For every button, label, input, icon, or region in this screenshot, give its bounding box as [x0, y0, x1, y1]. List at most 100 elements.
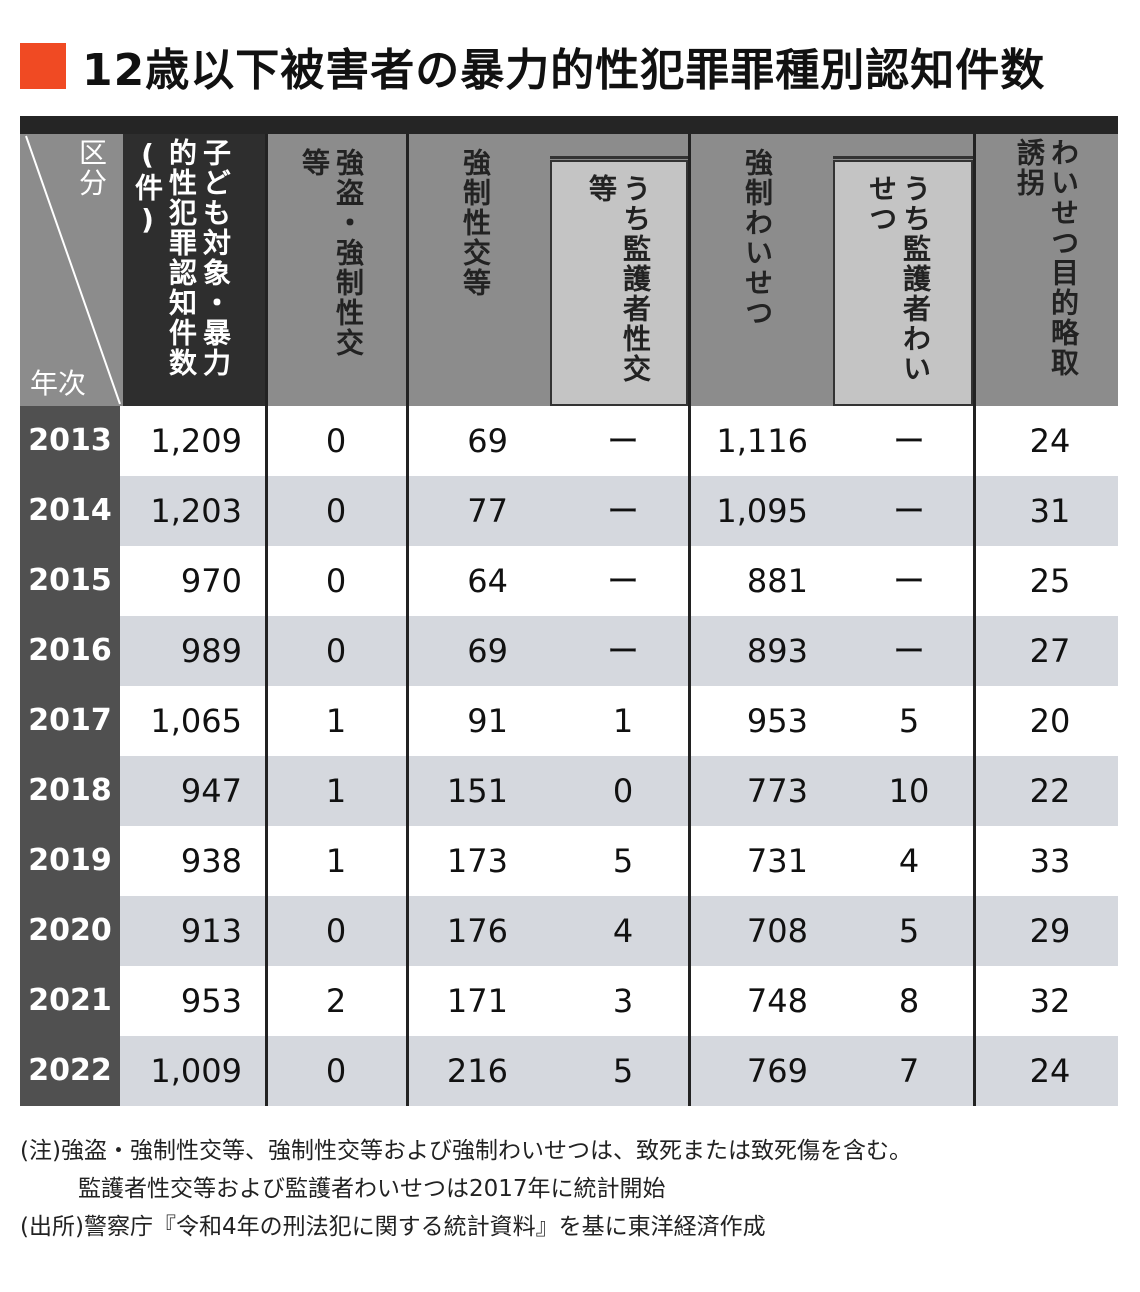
cell-total: 989 — [180, 632, 242, 670]
note-line-2: 監護者性交等および監護者わいせつは2017年に統計開始 — [78, 1176, 666, 1202]
header-indecent: 強制わいせつ — [741, 148, 774, 328]
cell-rape: 176 — [446, 912, 508, 950]
cell-indecent-guardian: ー — [892, 492, 925, 530]
corner-diagonal — [25, 135, 121, 405]
cell-indecent-guardian: 4 — [898, 842, 920, 880]
cell-indecent: 953 — [746, 702, 808, 740]
cell-kidnap: 24 — [1029, 422, 1071, 460]
cell-robbery-rape: 0 — [325, 422, 347, 460]
cell-robbery-rape: 2 — [325, 982, 347, 1020]
cell-rape: 77 — [467, 492, 508, 530]
table-row — [20, 896, 1118, 966]
cell-indecent-guardian: 5 — [898, 912, 920, 950]
cell-total: 953 — [180, 982, 242, 1020]
cell-total: 1,009 — [150, 1052, 242, 1090]
cell-year: 2022 — [20, 1036, 120, 1106]
header-subline-indecent — [833, 156, 973, 159]
note-line-3: (出所)警察庁『令和4年の刑法犯に関する統計資料』を基に東洋経済作成 — [20, 1214, 766, 1240]
cell-rape: 171 — [446, 982, 508, 1020]
cell-rape: 173 — [446, 842, 508, 880]
cell-rape-guardian: 5 — [612, 1052, 634, 1090]
header-rape: 強制性交等 — [459, 148, 492, 298]
cell-indecent: 773 — [746, 772, 808, 810]
cell-kidnap: 32 — [1029, 982, 1071, 1020]
header-rape-guardian-bg — [550, 160, 688, 406]
header-rape-guardian: うち監護者性交等 — [585, 174, 652, 384]
table-row — [20, 616, 1118, 686]
cell-robbery-rape: 0 — [325, 632, 347, 670]
header-indecent-guardian-bg — [833, 160, 973, 406]
table-row — [20, 476, 1118, 546]
cell-robbery-rape: 0 — [325, 912, 347, 950]
header-kidnap: わいせつ目的略取誘拐 — [1013, 138, 1080, 378]
cell-indecent-guardian: ー — [892, 632, 925, 670]
cell-total: 970 — [180, 562, 242, 600]
cell-rape: 216 — [446, 1052, 508, 1090]
cell-indecent: 881 — [746, 562, 808, 600]
cell-year: 2019 — [20, 826, 120, 896]
table-row — [20, 1036, 1118, 1106]
cell-rape: 64 — [467, 562, 508, 600]
cell-rape-guardian: ー — [606, 562, 639, 600]
corner-category-label: 区分 — [75, 138, 108, 198]
cell-rape: 151 — [446, 772, 508, 810]
note-line-1: (注)強盗・強制性交等、強制性交等および強制わいせつは、致死または致死傷を含む。 — [20, 1138, 912, 1164]
cell-rape-guardian: 0 — [612, 772, 634, 810]
cell-kidnap: 33 — [1029, 842, 1071, 880]
cell-rape: 69 — [467, 422, 508, 460]
cell-kidnap: 24 — [1029, 1052, 1071, 1090]
cell-indecent: 1,116 — [716, 422, 808, 460]
cell-robbery-rape: 0 — [325, 492, 347, 530]
cell-rape-guardian: 1 — [612, 702, 634, 740]
column-divider — [265, 134, 268, 1106]
header-indecent-guardian: うち監護者わいせつ — [865, 174, 932, 384]
cell-robbery-rape: 1 — [325, 702, 347, 740]
corner-year-label: 年次 — [30, 367, 87, 400]
cell-indecent: 893 — [746, 632, 808, 670]
notes: (注)強盗・強制性交等、強制性交等および強制わいせつは、致死または致死傷を含む。… — [20, 1132, 912, 1246]
cell-rape: 69 — [467, 632, 508, 670]
header-total-bg — [123, 116, 268, 406]
chart-title-block: 12歳以下被害者の暴力的性犯罪罪種別認知件数 — [20, 36, 1045, 96]
header-robbery-rape: 強盗・強制性交等 — [298, 148, 365, 358]
cell-indecent: 769 — [746, 1052, 808, 1090]
cell-kidnap: 22 — [1029, 772, 1071, 810]
cell-robbery-rape: 1 — [325, 842, 347, 880]
cell-kidnap: 25 — [1029, 562, 1071, 600]
cell-indecent-guardian: 5 — [898, 702, 920, 740]
data-table: 区分 年次 子ども対象・暴力的性犯罪認知件数(件) 強盗・強制性交等 強制性交等… — [20, 116, 1118, 1106]
cell-robbery-rape: 0 — [325, 562, 347, 600]
cell-kidnap: 29 — [1029, 912, 1071, 950]
cell-year: 2020 — [20, 896, 120, 966]
cell-rape: 91 — [467, 702, 508, 740]
cell-total: 1,203 — [150, 492, 242, 530]
cell-year: 2016 — [20, 616, 120, 686]
cell-indecent-guardian: 7 — [898, 1052, 920, 1090]
cell-robbery-rape: 0 — [325, 1052, 347, 1090]
table-row — [20, 756, 1118, 826]
column-divider — [688, 134, 691, 1106]
header-subline-rape — [550, 156, 688, 159]
column-divider — [973, 134, 976, 1106]
cell-kidnap: 31 — [1029, 492, 1071, 530]
cell-year: 2015 — [20, 546, 120, 616]
header-total: 子ども対象・暴力的性犯罪認知件数(件) — [131, 138, 232, 378]
cell-indecent-guardian: ー — [892, 562, 925, 600]
cell-year: 2018 — [20, 756, 120, 826]
cell-rape-guardian: 5 — [612, 842, 634, 880]
cell-year: 2017 — [20, 686, 120, 756]
cell-indecent-guardian: ー — [892, 422, 925, 460]
cell-indecent-guardian: 10 — [888, 772, 930, 810]
cell-rape-guardian: 3 — [612, 982, 634, 1020]
cell-total: 938 — [180, 842, 242, 880]
chart-title: 12歳以下被害者の暴力的性犯罪罪種別認知件数 — [82, 45, 1046, 96]
cell-indecent: 708 — [746, 912, 808, 950]
cell-total: 947 — [180, 772, 242, 810]
cell-total: 913 — [180, 912, 242, 950]
cell-rape-guardian: ー — [606, 492, 639, 530]
cell-indecent: 1,095 — [716, 492, 808, 530]
title-marker — [20, 43, 66, 89]
cell-kidnap: 27 — [1029, 632, 1071, 670]
cell-indecent: 731 — [746, 842, 808, 880]
column-divider — [406, 134, 409, 1106]
